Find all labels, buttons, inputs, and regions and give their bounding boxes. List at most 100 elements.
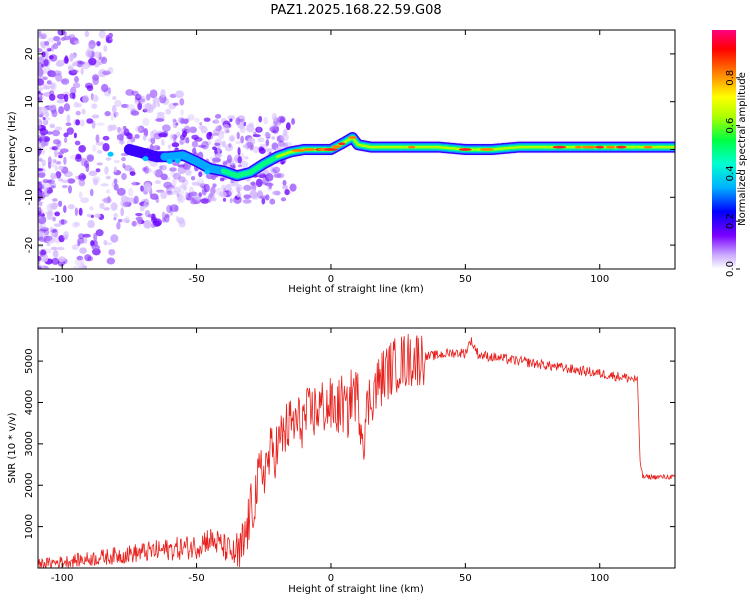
spectrogram-noise-blob [120,195,129,203]
spectrogram-noise-blob [38,62,44,70]
spectrogram-noise-blob [38,78,45,86]
spectrogram-hotspot [458,148,472,151]
y-tick-label: 20 [24,48,35,61]
y-tick-label: 0 [24,146,35,152]
spectrogram-noise-blob [77,174,82,181]
spectrogram-noise-blob [43,76,48,81]
spectrogram-noise-blob [91,120,96,129]
spectrogram-noise-blob [78,191,83,199]
spectrogram-noise-blob [42,83,47,90]
spectrogram-noise-blob [38,266,42,269]
spectrogram-noise-blob [63,170,73,178]
spectrogram-noise-blob [72,62,78,67]
spectrogram-noise-blob [94,51,101,59]
spectrogram-noise-blob [58,151,64,155]
spectrogram-noise-blob [161,211,166,219]
spectrogram-noise-blob [186,192,192,201]
spectrogram-noise-blob [243,194,251,200]
spectrogram-noise-blob [277,115,286,124]
spectrogram-noise-blob [53,223,62,227]
spectrogram-noise-blob [208,131,213,137]
spectrogram-hotspot [348,136,357,139]
spectrogram-noise-blob [126,103,135,111]
spectrogram-noise-blob [43,59,49,67]
spectrogram-noise-blob [87,220,95,229]
spectrogram-noise-blob [176,131,181,137]
spectrogram-noise-blob [237,155,243,164]
spectrogram-noise-blob [47,156,52,165]
spectrogram-noise-blob [160,173,168,181]
spectrogram-noise-blob [51,232,56,238]
spectrogram-noise-blob [50,45,55,52]
spectrogram-noise-blob [158,132,168,138]
spectrogram-noise-blob [178,189,185,196]
spectrogram-noise-blob [229,197,233,204]
spectrogram-noise-blob [92,175,101,183]
spectrogram-noise-blob [48,182,57,187]
spectrogram-noise-blob [107,124,113,132]
spectrogram-noise-blob [276,172,285,179]
spectrogram-noise-blob [41,51,46,58]
spectrogram-noise-blob [67,185,73,194]
spectrogram-noise-blob [42,253,49,263]
spectrogram-noise-blob [225,183,232,193]
spectrogram-noise-blob [104,166,109,175]
snr-y-ticks: 1000 2000 3000 4000 5000 [24,348,675,539]
spectrogram-noise-blob [150,222,155,228]
spectrogram-noise-blob [162,216,166,223]
spectrogram-noise-blob [57,178,64,182]
spectrogram-noise-blob [70,40,75,45]
spectrogram-noise-blob [181,128,187,133]
spectrogram-noise-blob [38,56,45,64]
spectrogram-blob [166,158,173,164]
spectrogram-noise-blob [74,154,82,162]
spectrogram-noise-blob [38,30,42,37]
spectrogram-noise-blob [177,194,183,202]
spectrogram-noise-blob [116,221,121,230]
spectrogram-noise-blob [180,109,185,116]
spectrogram-noise-blob [218,191,227,198]
spectrogram-noise-blob [53,159,57,164]
spectrogram-noise-blob [143,201,148,209]
spectrogram-noise-blob [67,204,75,210]
spectrogram-noise-blob [156,102,161,108]
spectrogram-noise-blob [160,88,166,98]
spectrogram-noise-blob [86,85,94,92]
spectrogram-noise-blob [105,36,113,44]
x-tick-label: -50 [188,573,204,584]
spectrogram-noise-blob [110,112,115,121]
spectrogram-blob [204,169,211,175]
spectrogram-noise-blob [158,94,167,104]
spectrogram-noise-blob [42,58,51,68]
spectrogram-noise-blob [144,167,152,174]
spectrogram-noise-blob [177,217,185,225]
snr-frame [37,327,676,569]
spectrogram-noise-blob [236,131,240,140]
spectrogram-noise-blob [38,197,41,202]
spectrogram-noise-blob [269,126,276,132]
spectrogram-noise-blob [102,70,111,75]
spectrogram-noise-blob [46,80,52,85]
spectrogram-noise-blob [97,56,106,63]
spectrogram-noise-blob [101,198,109,202]
spectrogram-noise-blob [38,206,42,215]
spectrogram-noise-blob [139,205,145,212]
spectrogram-noise-blob [86,154,94,162]
spectrogram-noise-blob [61,78,70,85]
spectrogram-noise-blob [96,149,103,154]
spectrogram-noise-blob [102,143,110,152]
spectrogram-noise-blob [102,135,110,141]
spectrogram-noise-blob [147,137,153,143]
spectrogram-noise-blob [147,105,154,112]
spectrogram-noise-blob [280,197,287,202]
spectrogram-noise-blob [145,93,151,101]
spectrogram-noise-blob [152,97,161,104]
spectrogram-hotspot [552,145,567,149]
spectrogram-noise-blob [49,226,53,232]
spectrogram-noise-blob [40,32,48,40]
spectrogram-noise-blob [229,118,233,122]
spectrogram-noise-blob [78,179,86,187]
spectrogram-noise-blob [161,124,171,132]
spectrogram-noise-blob [216,145,221,154]
spectrogram-noise-blob [71,244,79,251]
